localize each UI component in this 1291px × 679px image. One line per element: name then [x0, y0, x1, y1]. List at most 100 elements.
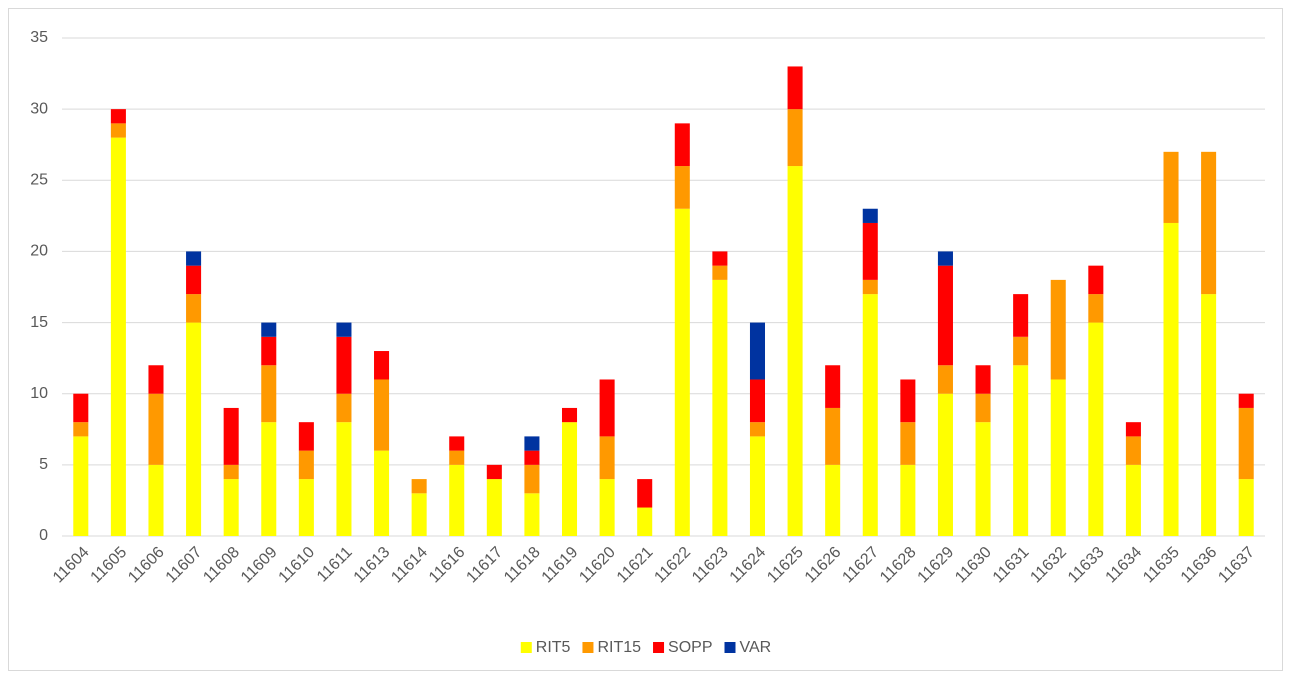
bar-segment: [298, 479, 314, 536]
bar-segment: [937, 251, 953, 266]
bar-segment: [261, 322, 277, 337]
bar-segment: [524, 464, 540, 494]
bar-segment: [336, 422, 352, 536]
bar-segment: [937, 265, 953, 366]
bar-segment: [298, 422, 314, 451]
bar-segment: [900, 422, 916, 465]
bar-segment: [1201, 151, 1217, 295]
bar-segment: [261, 422, 277, 536]
bar-segment: [186, 251, 202, 266]
bar-segment: [223, 407, 239, 465]
bar-segment: [336, 393, 352, 423]
legend-label: RIT5: [536, 639, 571, 656]
legend-label: VAR: [740, 639, 772, 656]
bar-segment: [298, 450, 314, 480]
bar-segment: [148, 393, 164, 465]
bar-segment: [937, 393, 953, 536]
bar-segment: [1163, 151, 1179, 223]
bar-segment: [749, 322, 766, 380]
bar-segment: [524, 450, 540, 465]
bar-segment: [73, 422, 89, 437]
bar-segment: [674, 208, 690, 536]
bar-segment: [261, 365, 277, 423]
y-tick-label: 35: [30, 29, 48, 46]
bar-segment: [712, 265, 728, 280]
bar-segment: [862, 222, 878, 280]
bar-segment: [1125, 422, 1141, 437]
bar-segment: [374, 379, 390, 451]
bar-segment: [336, 322, 352, 337]
bar-segment: [73, 436, 89, 536]
legend-swatch: [582, 642, 594, 653]
bar-segment: [787, 166, 803, 537]
bar-segment: [1013, 294, 1029, 337]
bar-segment: [486, 479, 502, 536]
bar-segment: [712, 279, 728, 536]
y-tick-label: 20: [30, 243, 48, 260]
bar-segment: [486, 464, 502, 480]
bar-segment: [561, 422, 578, 536]
y-tick-label: 5: [39, 456, 48, 473]
bar-segment: [374, 351, 390, 380]
chart-border: [8, 8, 1283, 671]
legend-label: SOPP: [668, 639, 712, 656]
legend-swatch: [724, 642, 736, 653]
bar-segment: [825, 464, 841, 536]
bar-segment: [449, 450, 465, 465]
bar-segment: [411, 479, 427, 494]
bar-segment: [749, 436, 766, 536]
bar-segment: [148, 464, 164, 536]
bar-segment: [674, 166, 690, 209]
bar-segment: [674, 123, 690, 167]
bar-segment: [1238, 393, 1254, 408]
bar-segment: [787, 66, 803, 110]
bar-segment: [186, 265, 202, 295]
bar-segment: [110, 123, 126, 138]
bar-segment: [1238, 407, 1254, 480]
y-tick-label: 30: [30, 100, 48, 117]
bar-segment: [712, 251, 728, 266]
bar-segment: [110, 137, 126, 536]
bar-segment: [336, 336, 352, 394]
bar-segment: [261, 336, 277, 366]
bar-segment: [637, 479, 653, 508]
bar-segment: [599, 436, 615, 480]
bar-segment: [1088, 322, 1104, 536]
legend-swatch: [520, 642, 532, 653]
y-tick-label: 15: [30, 314, 48, 331]
bar-segment: [449, 464, 465, 536]
bar-segment: [73, 393, 89, 423]
y-tick-label: 0: [39, 527, 48, 544]
bar-segment: [825, 407, 841, 465]
bar-segment: [749, 379, 766, 423]
bar-segment: [599, 379, 615, 437]
bar-segment: [749, 422, 766, 437]
bar-segment: [223, 479, 239, 536]
bar-segment: [449, 436, 465, 451]
bar-segment: [524, 493, 540, 536]
bar-segment: [975, 365, 991, 394]
bar-segment: [862, 294, 878, 536]
bar-segment: [862, 208, 878, 223]
y-tick-label: 25: [30, 172, 48, 189]
bar-segment: [1201, 294, 1217, 536]
bar-segment: [937, 365, 953, 394]
bar-segment: [561, 407, 578, 423]
bar-segment: [1125, 464, 1141, 536]
bar-segment: [975, 393, 991, 423]
bar-segment: [900, 464, 916, 536]
bar-segment: [1013, 336, 1029, 366]
y-tick-label: 10: [30, 385, 48, 402]
bar-segment: [1238, 479, 1254, 536]
bar-segment: [110, 109, 126, 124]
bar-segment: [223, 464, 239, 480]
bar-segment: [862, 279, 878, 295]
bar-segment: [148, 365, 164, 394]
legend-label: RIT15: [597, 639, 641, 656]
bar-segment: [975, 422, 991, 536]
bar-segment: [1163, 222, 1179, 536]
bar-segment: [1050, 279, 1066, 380]
bar-segment: [900, 379, 916, 423]
bar-segment: [1088, 294, 1104, 323]
